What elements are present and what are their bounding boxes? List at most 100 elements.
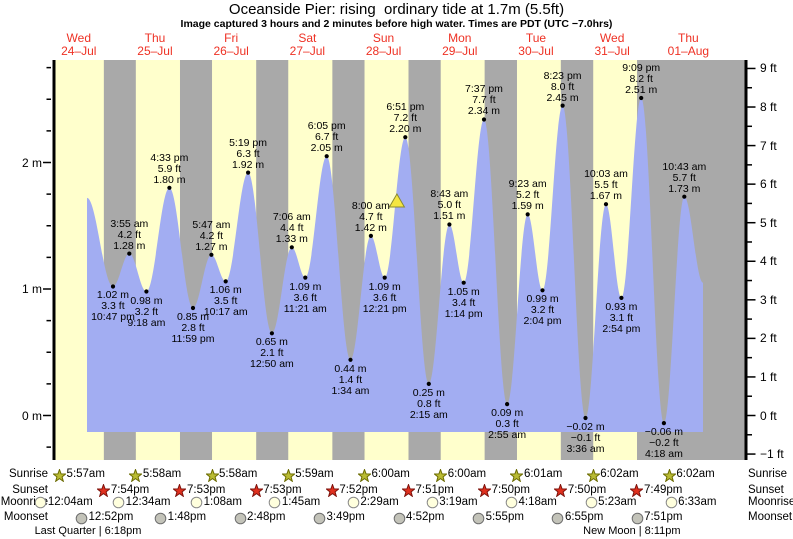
tide-event-label-low: 0.09 m 0.3 ft 2:55 am — [488, 408, 526, 441]
tide-label-line: 3.4 ft — [451, 296, 476, 309]
tide-event-label-low: 0.44 m 1.4 ft 1:34 am — [331, 362, 370, 397]
tide-label-line: 3:36 am — [566, 443, 605, 456]
tide-label-line: 7.7 ft — [472, 94, 496, 107]
moonset-circle-icon — [472, 512, 485, 530]
day-label: Tue 30–Jul — [518, 32, 553, 57]
sunrise-time: 6:00am — [447, 468, 487, 480]
tide-label-line: 7.2 ft — [393, 112, 417, 125]
tide-event-label-low: 0.85 m 2.8 ft 11:59 pm — [171, 311, 215, 345]
tide-event-label-high: 3:55 am 4.2 ft 1.28 m — [110, 217, 149, 252]
tide-label-line: 0.44 m — [334, 362, 367, 375]
tide-event-label-high: 6:51 pm 7.2 ft 2.20 m — [386, 102, 424, 135]
y-axis-label-m: 0 m — [21, 408, 42, 423]
tide-label-line: 3:55 am — [110, 217, 149, 230]
tide-label-line: 4.7 ft — [359, 210, 383, 223]
tide-event-label-low: 1.05 m 3.4 ft 1:14 pm — [445, 286, 483, 320]
tide-label-line: 2.1 ft — [260, 347, 284, 360]
sunset-row-label-right: Sunset — [748, 483, 784, 496]
tide-event-label-low: −0.02 m −0.1 ft 3:36 am — [566, 422, 604, 455]
tide-point — [246, 170, 251, 175]
tide-curve — [87, 98, 703, 432]
day-name: Mon — [448, 31, 472, 45]
tide-point — [639, 95, 644, 101]
tide-event-label-low: 1.09 m 3.6 ft 12:21 pm — [363, 280, 407, 315]
tide-point — [127, 251, 132, 256]
tide-label-line: 5.0 ft — [437, 199, 462, 212]
tide-label-line: 10:43 am — [662, 160, 707, 173]
tide-event-label-low: 0.93 m 3.1 ft 2:54 pm — [602, 301, 640, 335]
tide-point — [525, 212, 530, 217]
tide-point — [110, 284, 116, 289]
day-name: Sun — [372, 31, 395, 45]
tide-label-line: 10:47 pm — [91, 311, 135, 324]
tide-label-line: 3.5 ft — [214, 295, 238, 308]
tide-label-line: 10:03 am — [584, 168, 628, 181]
day-label: Thu 25–Jul — [137, 32, 172, 57]
tide-label-line: 2.05 m — [310, 142, 343, 155]
tide-label-line: 0.98 m — [130, 294, 163, 307]
tick-ft — [747, 125, 752, 128]
sunrise-time: 5:58am — [219, 468, 258, 480]
sunrise-row-label-right: Sunrise — [748, 468, 787, 480]
tide-label-line: 8:23 pm — [543, 69, 582, 82]
sunrise-time: 6:02am — [600, 468, 639, 480]
moonset-circle-icon — [75, 512, 88, 530]
tide-label-line: 1.27 m — [195, 240, 228, 253]
tide-label-line: 1.51 m — [433, 210, 466, 223]
tide-label-line: 11:59 pm — [171, 332, 215, 345]
current-tide-marker — [388, 192, 406, 208]
tide-label-line: 1.73 m — [668, 182, 701, 195]
y-axis-label-ft: 5 ft — [760, 215, 777, 230]
tide-point — [481, 117, 487, 122]
moonrise-circle-icon — [585, 496, 598, 514]
tide-event-label-high: 4:33 pm 5.9 ft 1.80 m — [150, 152, 188, 186]
moonset-circle-icon — [551, 512, 564, 530]
tide-label-line: 1.33 m — [275, 233, 308, 246]
sunset-row-label-left: Sunset — [12, 483, 48, 496]
tick-m — [46, 351, 51, 353]
tide-label-line: 0.65 m — [255, 336, 288, 349]
tick-ft — [747, 414, 756, 417]
tide-point — [426, 381, 431, 386]
tick-ft — [747, 241, 752, 243]
moonset-circle-icon — [313, 512, 326, 530]
tide-label-line: 1.28 m — [113, 239, 146, 252]
tide-label-line: 9:23 am — [508, 178, 547, 191]
tide-label-line: 1.92 m — [231, 158, 265, 171]
sunrise-star-icon — [585, 467, 601, 487]
tide-point — [505, 402, 510, 407]
y-axis-label-ft: 0 ft — [760, 408, 777, 423]
moonset-time: 2:48pm — [247, 511, 286, 523]
tick-ft — [747, 144, 756, 147]
y-axis-label-ft: 7 ft — [760, 138, 777, 153]
tide-label-line: 5.5 ft — [594, 179, 618, 192]
tick-m — [43, 161, 51, 164]
moonset-time: 7:51pm — [644, 511, 683, 523]
tick-ft — [747, 164, 752, 166]
tide-point — [289, 245, 294, 250]
tide-event-label-low: 0.65 m 2.1 ft 12:50 am — [250, 337, 294, 370]
moonset-time: 5:55pm — [485, 511, 524, 523]
tide-point — [619, 295, 624, 300]
tide-event-label-high: 9:23 am 5.2 ft 1.59 m — [509, 179, 547, 212]
tide-label-line: 12:50 am — [250, 358, 294, 371]
day-name: Wed — [599, 31, 625, 45]
day-label: Wed 31–Jul — [594, 32, 629, 57]
day-name: Sat — [298, 31, 317, 45]
tick-ft — [747, 337, 756, 340]
tide-label-line: 1:34 am — [331, 384, 370, 397]
moonset-circle-icon — [393, 512, 406, 530]
tide-label-line: 4.2 ft — [199, 229, 224, 242]
tide-label-line: 1.4 ft — [338, 373, 363, 386]
tide-label-line: 1.09 m — [368, 280, 401, 293]
tide-point — [324, 154, 329, 159]
tide-label-line: 9:09 pm — [622, 61, 661, 74]
tide-label-line: 10:17 am — [203, 306, 248, 319]
sunrise-time: 6:00am — [371, 468, 410, 480]
tide-point — [209, 252, 214, 257]
sunset-star-icon — [248, 483, 264, 502]
y-axis-label-m: 2 m — [21, 155, 42, 170]
tide-label-line: 2.45 m — [546, 91, 579, 104]
day-date: 26–Jul — [213, 43, 249, 58]
